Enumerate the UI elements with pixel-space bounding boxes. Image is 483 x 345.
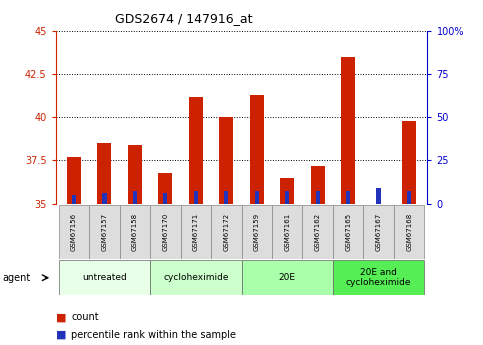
Bar [120,205,150,259]
Bar [285,191,289,204]
Bar [311,166,325,204]
Bar [272,205,302,259]
Bar [102,193,107,204]
Bar [341,57,355,204]
Bar [58,205,89,259]
Bar [333,205,363,259]
Bar [280,178,294,204]
Bar [315,191,320,204]
Text: agent: agent [2,273,30,283]
Text: 20E: 20E [279,273,296,282]
Bar [224,191,228,204]
Text: GSM67165: GSM67165 [345,213,351,251]
Bar [394,205,425,259]
Bar [194,191,198,204]
Bar [242,205,272,259]
Bar [181,205,211,259]
Text: GDS2674 / 147916_at: GDS2674 / 147916_at [115,12,252,25]
Bar [402,121,416,204]
Bar [302,205,333,259]
Bar [376,188,381,204]
Bar [219,117,233,204]
Bar [98,143,111,204]
Text: GSM67162: GSM67162 [315,213,321,251]
Bar [158,172,172,204]
Text: GSM67156: GSM67156 [71,213,77,251]
Bar [333,260,425,295]
Bar [128,145,142,204]
Bar [211,205,242,259]
Text: GSM67170: GSM67170 [162,213,168,251]
Text: 20E and
cycloheximide: 20E and cycloheximide [346,268,412,287]
Bar [250,95,264,204]
Bar [242,260,333,295]
Bar [163,193,168,204]
Text: ■: ■ [56,313,66,322]
Text: count: count [71,313,99,322]
Text: GSM67168: GSM67168 [406,213,412,251]
Bar [71,195,76,204]
Bar [407,191,412,204]
Bar [346,191,350,204]
Bar [58,260,150,295]
Bar [89,205,120,259]
Text: GSM67167: GSM67167 [376,213,382,251]
Text: GSM67158: GSM67158 [132,213,138,251]
Bar [363,205,394,259]
Bar [189,97,203,204]
Bar [150,260,242,295]
Text: GSM67161: GSM67161 [284,213,290,251]
Text: GSM67157: GSM67157 [101,213,107,251]
Text: GSM67171: GSM67171 [193,213,199,251]
Text: ■: ■ [56,330,66,339]
Text: percentile rank within the sample: percentile rank within the sample [71,330,237,339]
Text: cycloheximide: cycloheximide [163,273,228,282]
Bar [133,191,137,204]
Bar [67,157,81,204]
Bar [255,191,259,204]
Text: GSM67159: GSM67159 [254,213,260,251]
Bar [150,205,181,259]
Text: untreated: untreated [82,273,127,282]
Text: GSM67172: GSM67172 [223,213,229,251]
